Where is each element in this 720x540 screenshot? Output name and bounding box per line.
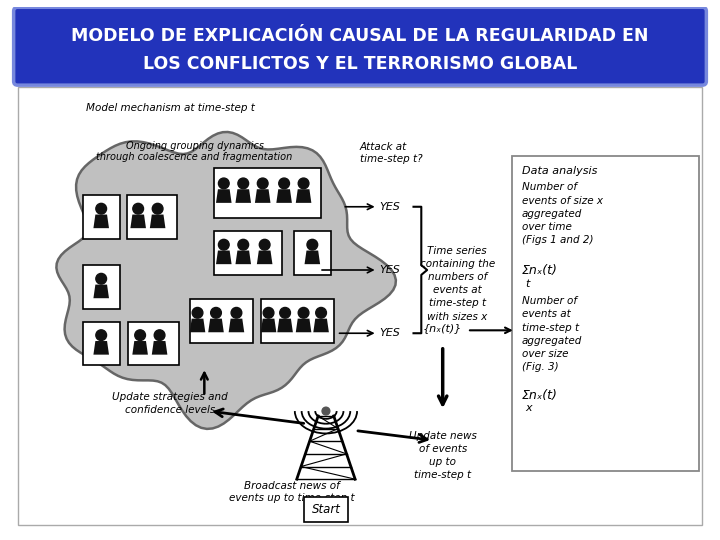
- Circle shape: [154, 330, 165, 341]
- Polygon shape: [313, 319, 329, 332]
- FancyBboxPatch shape: [14, 8, 706, 85]
- Circle shape: [218, 239, 229, 250]
- Bar: [83, 321, 120, 366]
- Text: {nₓ(t)}: {nₓ(t)}: [423, 323, 462, 333]
- Polygon shape: [56, 132, 396, 429]
- Circle shape: [322, 407, 330, 415]
- Text: Model mechanism at time-step t: Model mechanism at time-step t: [86, 103, 254, 112]
- Text: Σnₓ(t): Σnₓ(t): [521, 264, 557, 277]
- Circle shape: [96, 273, 107, 284]
- Bar: [214, 231, 282, 275]
- Circle shape: [153, 204, 163, 214]
- Circle shape: [257, 178, 268, 189]
- Text: Data analysis: Data analysis: [521, 166, 597, 176]
- FancyBboxPatch shape: [17, 87, 703, 525]
- Circle shape: [259, 239, 270, 250]
- FancyBboxPatch shape: [304, 497, 348, 522]
- Bar: [127, 195, 177, 239]
- Text: Σnₓ(t): Σnₓ(t): [521, 389, 557, 402]
- Polygon shape: [296, 189, 311, 203]
- Polygon shape: [276, 189, 292, 203]
- Text: Update news
of events
up to
time-step t: Update news of events up to time-step t: [409, 430, 477, 480]
- Text: Start: Start: [312, 503, 341, 516]
- Circle shape: [192, 307, 203, 318]
- Bar: [83, 265, 120, 309]
- Text: Update strategies and
confidence levels: Update strategies and confidence levels: [112, 392, 228, 415]
- Bar: [190, 299, 253, 343]
- Polygon shape: [190, 319, 205, 332]
- Circle shape: [264, 307, 274, 318]
- Bar: [294, 231, 330, 275]
- Polygon shape: [257, 251, 272, 264]
- Circle shape: [316, 307, 326, 318]
- Text: YES: YES: [379, 202, 400, 212]
- Polygon shape: [130, 214, 146, 228]
- Polygon shape: [261, 319, 276, 332]
- Polygon shape: [208, 319, 224, 332]
- Text: YES: YES: [379, 328, 400, 338]
- Text: Number of
events of size x
aggregated
over time
(Figs 1 and 2): Number of events of size x aggregated ov…: [521, 183, 603, 245]
- Circle shape: [96, 204, 107, 214]
- Bar: [128, 321, 179, 366]
- Text: Time series
containing the
numbers of
events at
time-step t
with sizes x: Time series containing the numbers of ev…: [420, 246, 495, 322]
- Circle shape: [298, 178, 309, 189]
- Text: Ongoing grouping dynamics
through coalescence and fragmentation: Ongoing grouping dynamics through coales…: [96, 140, 293, 162]
- Polygon shape: [94, 341, 109, 355]
- Circle shape: [238, 178, 248, 189]
- Polygon shape: [132, 341, 148, 355]
- Polygon shape: [235, 189, 251, 203]
- Polygon shape: [296, 319, 311, 332]
- Circle shape: [238, 239, 248, 250]
- Text: LOS CONFLICTOS Y EL TERRORISMO GLOBAL: LOS CONFLICTOS Y EL TERRORISMO GLOBAL: [143, 55, 577, 73]
- Polygon shape: [277, 319, 293, 332]
- Circle shape: [280, 307, 290, 318]
- Circle shape: [211, 307, 221, 318]
- Circle shape: [307, 239, 318, 250]
- Polygon shape: [235, 251, 251, 264]
- Circle shape: [279, 178, 289, 189]
- Bar: [261, 299, 334, 343]
- Text: t: t: [526, 279, 530, 289]
- Circle shape: [298, 307, 309, 318]
- Bar: [214, 168, 321, 219]
- Text: Broadcast news of
events up to time-step t: Broadcast news of events up to time-step…: [229, 481, 355, 503]
- Polygon shape: [94, 285, 109, 298]
- Polygon shape: [305, 251, 320, 264]
- Text: Number of
events at
time-step t
aggregated
over size
(Fig. 3): Number of events at time-step t aggregat…: [521, 296, 582, 372]
- Text: MODELO DE EXPLICACIÓN CAUSAL DE LA REGULARIDAD EN: MODELO DE EXPLICACIÓN CAUSAL DE LA REGUL…: [71, 26, 649, 44]
- FancyBboxPatch shape: [512, 156, 698, 471]
- Polygon shape: [216, 189, 232, 203]
- Polygon shape: [255, 189, 271, 203]
- Text: x: x: [526, 403, 532, 413]
- Polygon shape: [150, 214, 166, 228]
- Circle shape: [218, 178, 229, 189]
- Circle shape: [96, 330, 107, 341]
- Polygon shape: [229, 319, 244, 332]
- Polygon shape: [94, 214, 109, 228]
- Circle shape: [231, 307, 242, 318]
- Bar: [83, 195, 120, 239]
- Polygon shape: [152, 341, 167, 355]
- Text: YES: YES: [379, 265, 400, 275]
- Circle shape: [132, 204, 143, 214]
- Polygon shape: [216, 251, 232, 264]
- Circle shape: [135, 330, 145, 341]
- Text: Attack at
time-step t?: Attack at time-step t?: [360, 143, 423, 164]
